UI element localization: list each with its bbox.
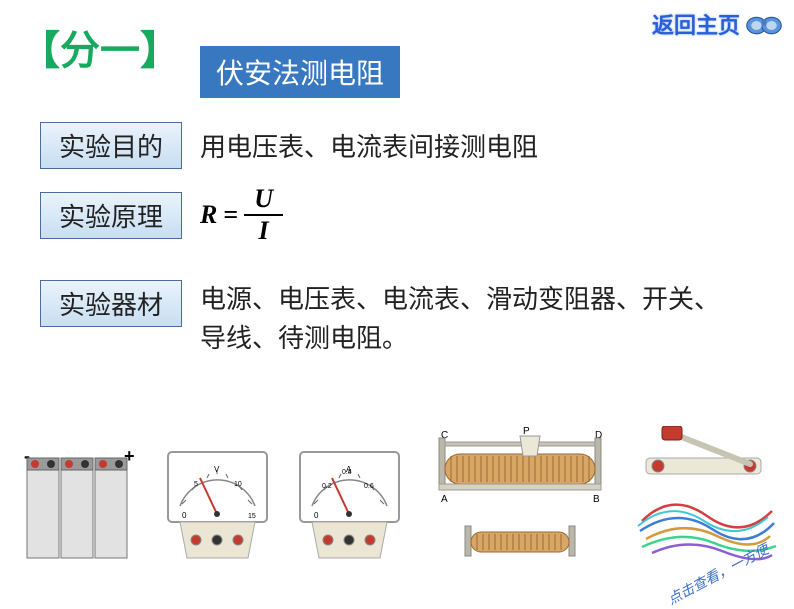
bracket-close: 】 xyxy=(140,29,180,73)
label-purpose: 实验目的 xyxy=(40,122,182,169)
formula: R = U I xyxy=(200,184,283,246)
svg-text:5: 5 xyxy=(194,481,198,488)
svg-text:P: P xyxy=(523,426,530,437)
svg-text:B: B xyxy=(593,494,600,505)
formula-fraction: U I xyxy=(244,184,283,246)
svg-text:V: V xyxy=(214,465,220,474)
row-principle: 实验原理 R = U I xyxy=(40,184,283,246)
section-bracket-title: 【分一】 xyxy=(20,18,180,76)
svg-text:0: 0 xyxy=(314,511,319,520)
svg-text:0.2: 0.2 xyxy=(322,483,332,490)
svg-text:A: A xyxy=(441,494,448,505)
row-purpose: 实验目的 用电压表、电流表间接测电阻 xyxy=(40,122,538,169)
equipment-row: - + xyxy=(12,426,782,566)
rheostat-group: C D P A B xyxy=(425,426,615,566)
battery-icon: - + xyxy=(12,436,142,566)
back-home-link[interactable]: 返回主页 xyxy=(652,8,784,40)
svg-text:10: 10 xyxy=(234,481,242,488)
bracket-open: 【 xyxy=(20,29,60,73)
binoculars-icon xyxy=(744,9,784,39)
formula-U: U xyxy=(244,184,283,216)
label-principle: 实验原理 xyxy=(40,192,182,239)
main-title: 伏安法测电阻 xyxy=(200,46,400,98)
voltmeter-icon: 0 V 5 10 15 xyxy=(160,446,275,566)
formula-I: I xyxy=(249,216,279,246)
svg-text:0.4: 0.4 xyxy=(342,469,352,476)
svg-text:0: 0 xyxy=(182,511,187,520)
text-purpose: 用电压表、电流表间接测电阻 xyxy=(200,127,538,164)
ammeter-icon: 0 A 0.2 0.4 0.6 xyxy=(292,446,407,566)
text-equipment: 电源、电压表、电流表、滑动变阻器、开关、导线、待测电阻。 xyxy=(200,280,740,358)
svg-text:0.6: 0.6 xyxy=(364,483,374,490)
bracket-title: 分一 xyxy=(60,29,140,73)
row-equipment: 实验器材 电源、电压表、电流表、滑动变阻器、开关、导线、待测电阻。 xyxy=(40,280,740,358)
svg-text:15: 15 xyxy=(248,513,256,520)
formula-R: R xyxy=(200,200,217,230)
formula-eq: = xyxy=(223,200,238,230)
label-equipment: 实验器材 xyxy=(40,280,182,327)
back-home-text: 返回主页 xyxy=(652,8,740,40)
